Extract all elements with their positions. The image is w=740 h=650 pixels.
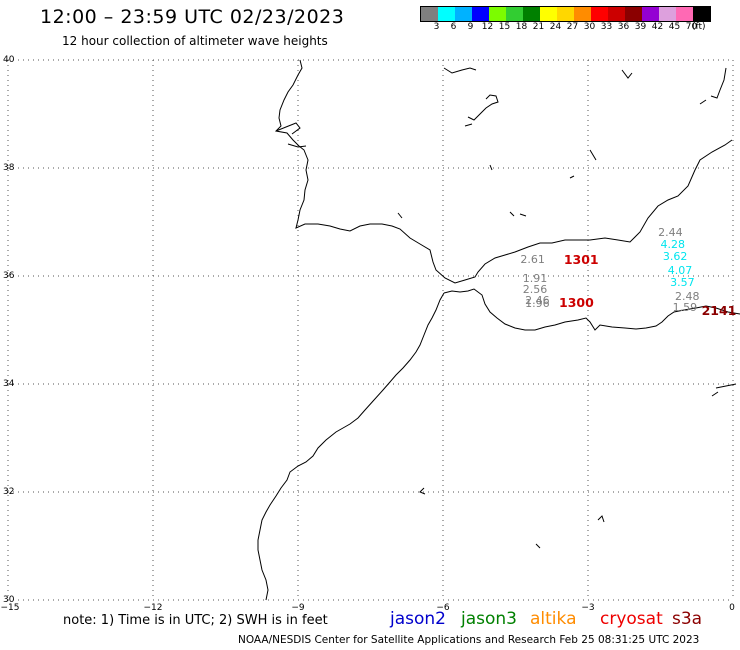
legend-swatch <box>642 7 659 21</box>
longitude-label: −6 <box>436 603 450 613</box>
latitude-label: 40 <box>3 55 15 65</box>
legend-swatch <box>455 7 472 21</box>
pass-time-label: 1301 <box>563 251 599 267</box>
legend-label: 33 <box>600 22 613 32</box>
legend-swatch <box>659 7 676 21</box>
wave-height-color-legend <box>420 6 711 22</box>
coastlines <box>257 59 740 601</box>
legend-swatch <box>438 7 455 21</box>
legend-unit: (ft) <box>692 22 706 32</box>
satellite-name: jason3 <box>461 609 517 629</box>
legend-label: 27 <box>566 22 579 32</box>
legend-swatch <box>489 7 506 21</box>
legend-swatch <box>523 7 540 21</box>
legend-swatch <box>676 7 693 21</box>
wave-height-value: 2.56 <box>522 283 548 297</box>
pass-time-label: 1300 <box>559 295 594 310</box>
legend-label: 18 <box>515 22 528 32</box>
legend-label: 3 <box>433 22 440 32</box>
legend-label: 12 <box>481 22 494 32</box>
map-title: 12:00 – 23:59 UTC 02/23/2023 <box>40 6 345 28</box>
coast-east-bits <box>711 383 737 397</box>
coast-small-island-c <box>597 515 605 523</box>
latitude-label: 38 <box>3 163 15 173</box>
map-subtitle: 12 hour collection of altimeter wave hei… <box>62 34 328 48</box>
legend-label: 39 <box>634 22 647 32</box>
coast-islands-2 <box>464 123 473 127</box>
legend-label: 36 <box>617 22 630 32</box>
coast-islands-1 <box>467 94 499 121</box>
wave-height-value: 2.46 <box>525 293 550 307</box>
latitude-label: 30 <box>3 595 15 605</box>
latitude-label: 34 <box>3 379 15 389</box>
coast-lisbon-estuary <box>275 122 301 135</box>
latitude-label: 36 <box>3 271 15 281</box>
longitude-label: −3 <box>581 603 595 613</box>
wave-height-value: 4.07 <box>667 263 693 277</box>
legend-label: 24 <box>549 22 562 32</box>
wave-height-value: 1.96 <box>525 297 550 311</box>
legend-label: 42 <box>651 22 664 32</box>
longitude-label: −9 <box>291 603 305 613</box>
wave-height-value: 3.62 <box>662 250 688 264</box>
legend-label: 6 <box>450 22 457 32</box>
wave-height-value: 4.28 <box>660 237 686 251</box>
legend-swatch <box>693 7 710 21</box>
legend-labels: 3 6 9 12 15 18 21 24 27 30 33 36 39 42 45 70 (ft) <box>420 22 740 34</box>
coast-setubal <box>287 143 307 148</box>
legend-label: 45 <box>668 22 681 32</box>
longitude-label: −15 <box>0 603 20 613</box>
legend-label: 21 <box>532 22 545 32</box>
coast-small-island-d <box>535 543 541 549</box>
coast-small-island-a <box>397 212 403 219</box>
coast-morocco-north <box>443 288 740 331</box>
longitude-label: 0 <box>729 603 735 613</box>
wave-height-value: 1.91 <box>522 271 548 285</box>
longitude-label: −12 <box>143 603 163 613</box>
wave-height-value: 2.61 <box>520 252 545 266</box>
coast-morocco-atlantic <box>257 292 445 601</box>
legend-label: 9 <box>467 22 474 32</box>
footer-note: note: 1) Time is in UTC; 2) SWH is in fe… <box>63 613 328 628</box>
legend-swatch <box>574 7 591 21</box>
legend-swatch <box>557 7 574 21</box>
coast-alboran-bits <box>489 149 597 217</box>
satellite-name: s3a <box>672 609 703 629</box>
graticule <box>7 59 734 601</box>
footer-credit: NOAA/NESDIS Center for Satellite Applica… <box>238 634 700 646</box>
legend-swatch <box>608 7 625 21</box>
wave-height-value: 3.57 <box>670 276 695 290</box>
satellite-name: jason2 <box>390 609 446 629</box>
satellite-name: altika <box>530 609 577 629</box>
pass-time-label: 2141 <box>701 303 737 319</box>
legend-label: 30 <box>583 22 596 32</box>
wave-height-value: 2.44 <box>658 225 683 239</box>
legend-swatch <box>591 7 608 21</box>
legend-swatch <box>506 7 523 21</box>
coast-mallorca-bits <box>621 67 727 105</box>
coast-small-island-b <box>419 487 426 495</box>
legend-label: 15 <box>498 22 511 32</box>
legend-label: 70 <box>685 22 698 32</box>
legend-swatch <box>540 7 557 21</box>
latitude-label: 32 <box>3 487 15 497</box>
wave-height-value: 2.48 <box>675 289 700 303</box>
legend-swatch <box>625 7 642 21</box>
satellite-name: cryosat <box>600 609 663 629</box>
legend-swatch <box>472 7 489 21</box>
coast-iberia-atlantic <box>274 59 733 284</box>
coast-northeast-bits <box>443 67 477 74</box>
legend-swatch <box>421 7 438 21</box>
wave-height-value: 1.59 <box>672 301 698 315</box>
